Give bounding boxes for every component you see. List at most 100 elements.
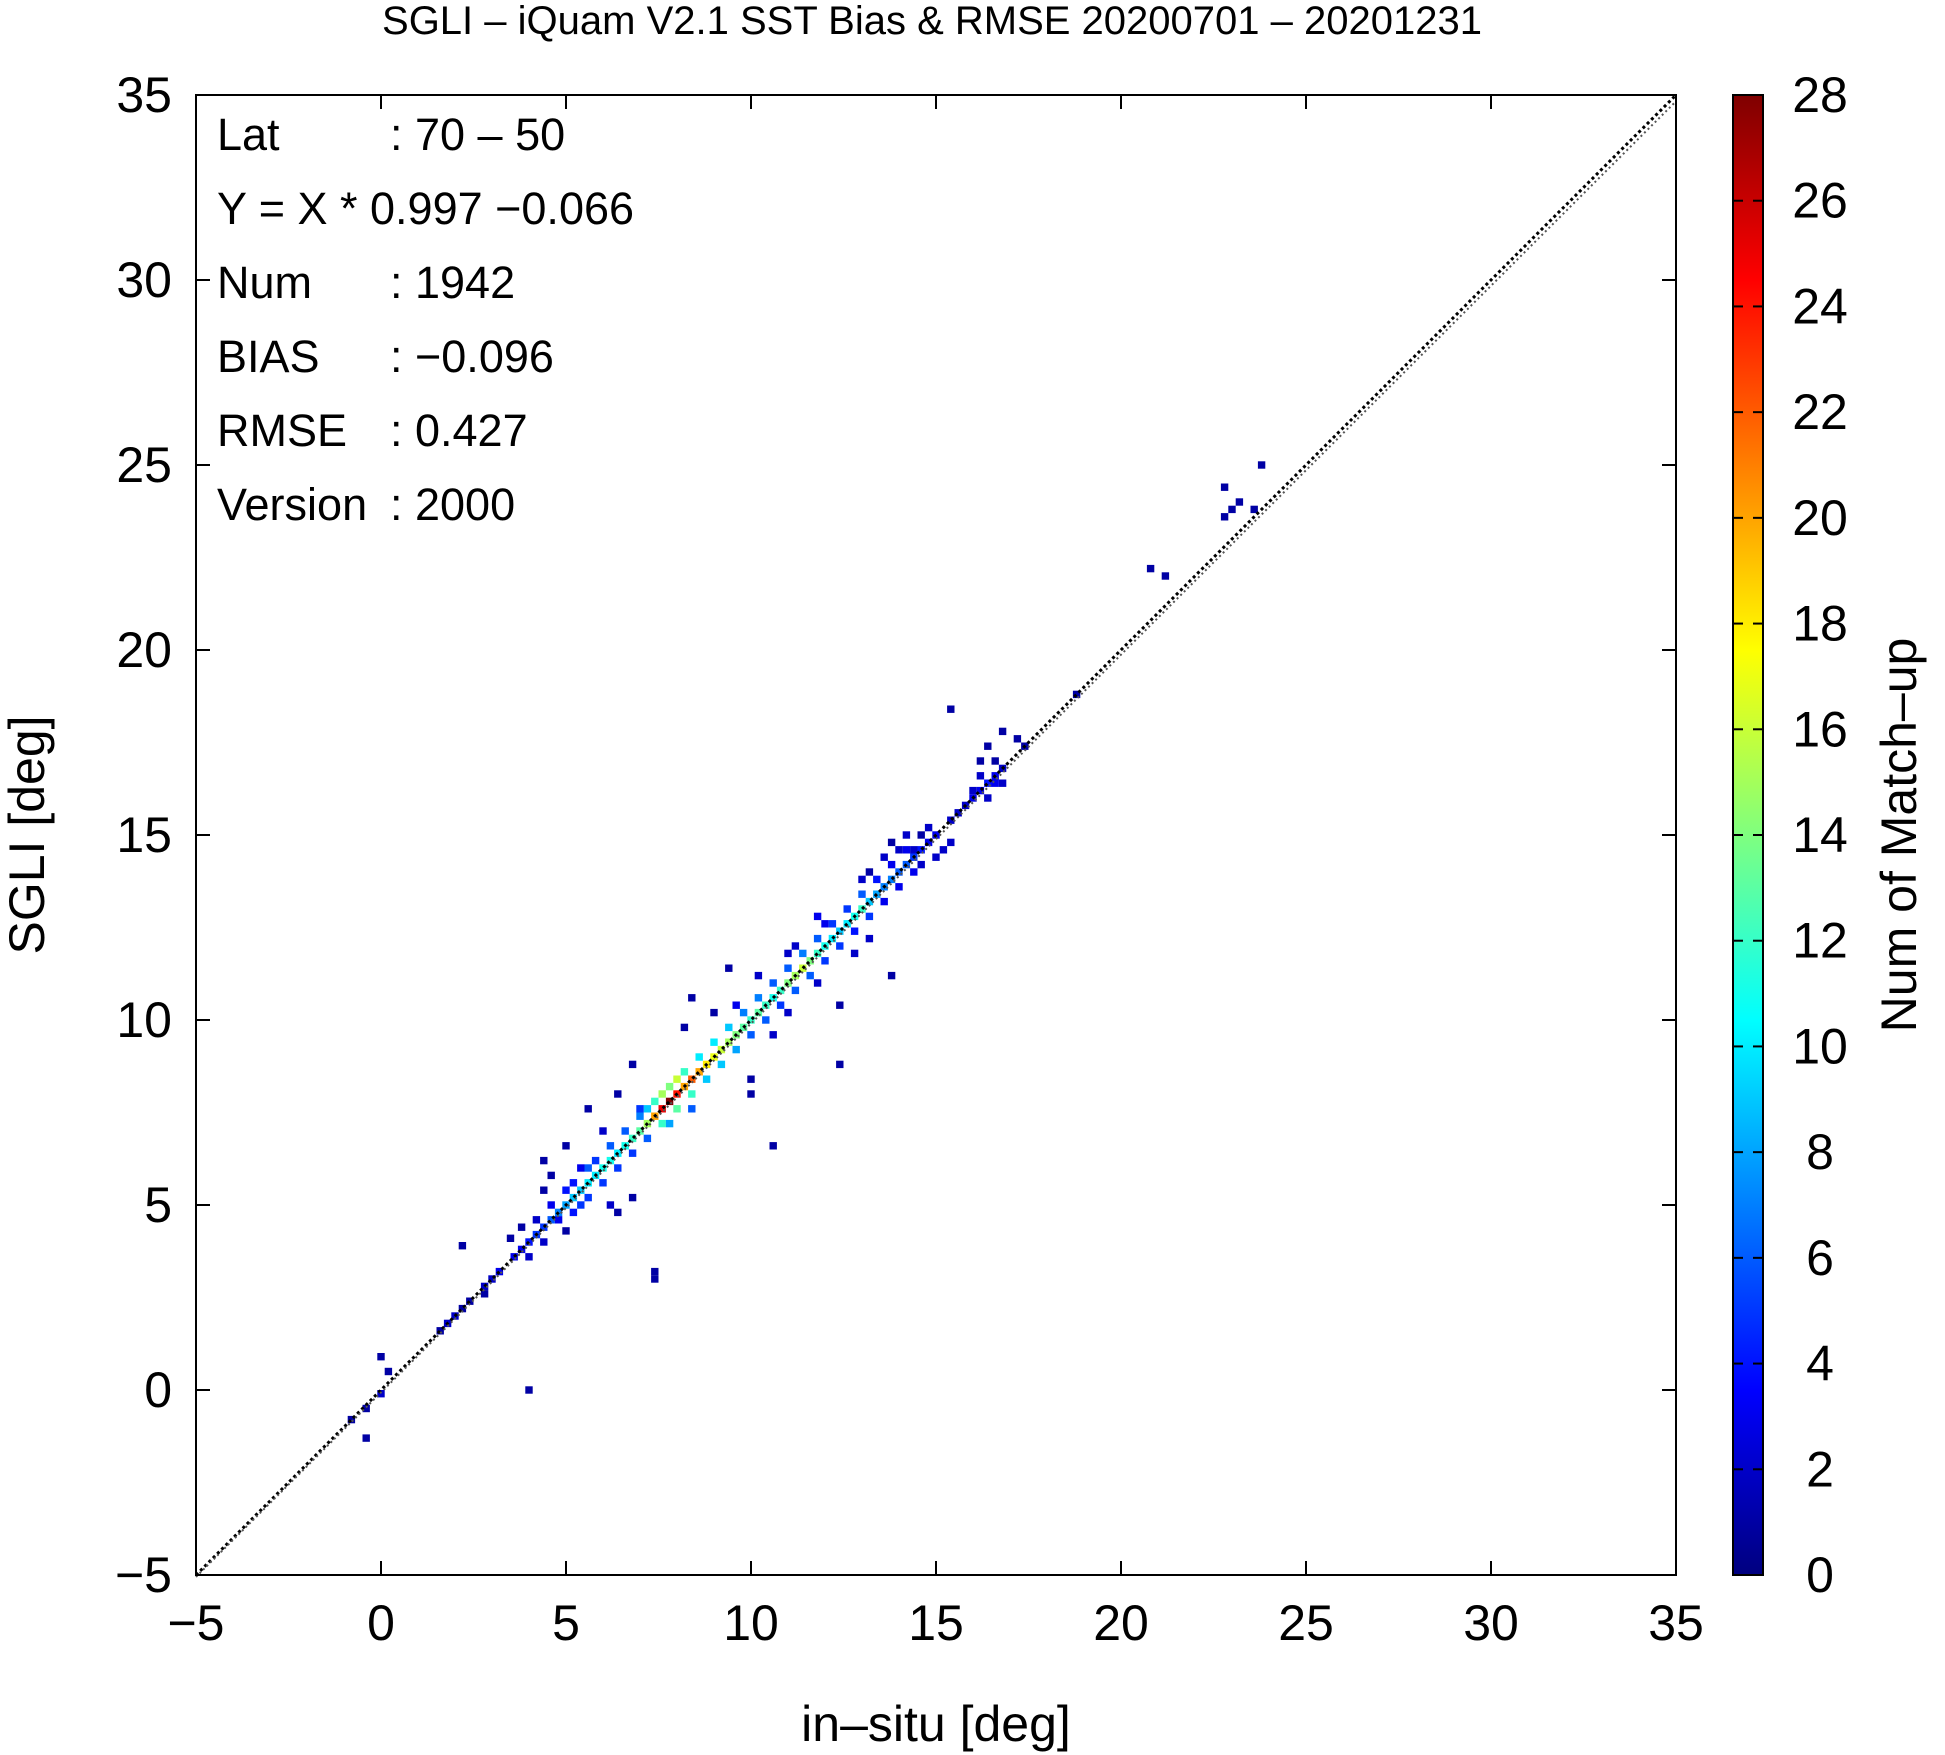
heatmap-cell — [362, 1404, 370, 1413]
heatmap-cell — [517, 1245, 526, 1254]
heatmap-cell — [769, 979, 777, 987]
heatmap-cell — [628, 1060, 637, 1069]
heatmap-cell — [569, 1179, 578, 1187]
heatmap-cell — [873, 875, 881, 884]
heatmap-cell — [488, 1275, 496, 1283]
heatmap-cell — [976, 786, 985, 795]
heatmap-cell — [658, 1090, 666, 1098]
heatmap-cell — [1013, 735, 1022, 743]
heatmap-cell — [784, 949, 792, 958]
heatmap-cell — [547, 1216, 555, 1224]
heatmap-cell — [636, 1127, 644, 1135]
x-tick-label: 0 — [367, 1595, 395, 1651]
colorbar-tick-label: 16 — [1792, 701, 1848, 757]
colorbar-tick-label: 2 — [1806, 1441, 1834, 1497]
heatmap-cell — [665, 1082, 674, 1091]
heatmap-cell — [806, 957, 814, 965]
heatmap-cell — [614, 1164, 622, 1172]
heatmap-cell — [562, 1186, 570, 1194]
stats-value: : 0.427 — [390, 405, 528, 456]
heatmap-cell — [991, 779, 999, 787]
heatmap-cell — [384, 1367, 393, 1376]
heatmap-cell — [628, 1193, 637, 1202]
heatmap-cell — [628, 1134, 637, 1143]
heatmap-cell — [1161, 572, 1170, 580]
heatmap-cell — [532, 1216, 541, 1224]
heatmap-cell — [880, 853, 888, 861]
heatmap-cell — [954, 809, 962, 817]
colorbar-tick-label: 12 — [1792, 913, 1848, 969]
heatmap-cell — [725, 1023, 733, 1032]
x-tick-label: 35 — [1648, 1595, 1704, 1651]
heatmap-cell — [525, 1386, 533, 1394]
heatmap-cell — [976, 757, 985, 765]
x-tick-label: 25 — [1278, 1595, 1334, 1651]
heatmap-cell — [998, 779, 1007, 787]
heatmap-cell — [895, 846, 903, 854]
heatmap-cell — [658, 1119, 666, 1128]
x-axis: −5 0 5 10 15 20 25 30 35 — [167, 95, 1704, 1651]
stats-value: : 1942 — [390, 257, 515, 308]
y-tick-label: 10 — [116, 992, 172, 1048]
heatmap-cell — [924, 838, 933, 847]
heatmap-cell — [991, 757, 999, 765]
heatmap-cell — [747, 1031, 755, 1039]
heatmap-cell — [621, 1127, 629, 1135]
heatmap-cell — [939, 846, 948, 854]
heatmap-cell — [947, 816, 955, 824]
heatmap-cell — [791, 986, 800, 995]
heatmap-cell — [910, 868, 918, 876]
y-tick-label: 25 — [116, 437, 172, 493]
heatmap-cell — [747, 1075, 755, 1083]
heatmap-cell — [895, 883, 903, 891]
heatmap-cell — [799, 949, 807, 958]
heatmap-cell — [673, 1075, 681, 1083]
heatmap-cell — [591, 1156, 600, 1165]
heatmap-cell — [732, 1045, 740, 1054]
x-tick-label: 15 — [908, 1595, 964, 1651]
heatmap-cell — [584, 1105, 592, 1113]
heatmap-cell — [584, 1164, 592, 1172]
heatmap-cell — [813, 979, 822, 987]
heatmap-cell — [947, 838, 955, 847]
heatmap-cell — [776, 1001, 785, 1009]
heatmap-cell — [606, 1142, 615, 1150]
heatmap-cell — [932, 853, 940, 861]
stats-value: : 2000 — [390, 479, 515, 530]
heatmap-cell — [362, 1434, 370, 1442]
heatmap-cell — [806, 971, 814, 980]
heatmap-cell — [702, 1075, 711, 1083]
heatmap-cell — [695, 1068, 703, 1076]
heatmap-cell — [924, 823, 933, 832]
heatmap-cell — [984, 779, 992, 787]
heatmap-cell — [769, 1031, 777, 1039]
colorbar-tick-label: 28 — [1792, 67, 1848, 123]
heatmap-cell — [902, 846, 911, 854]
stats-key: Y = X * 0.997 −0.066 — [217, 183, 634, 234]
heatmap-cell — [821, 920, 829, 928]
stats-key: Version — [217, 479, 367, 530]
x-tick-label: −5 — [167, 1595, 224, 1651]
heatmap-cell — [717, 1045, 726, 1054]
heatmap-cell — [680, 1023, 689, 1032]
heatmap-cell — [651, 1275, 659, 1283]
x-tick-label: 30 — [1463, 1595, 1519, 1651]
heatmap-cell — [784, 979, 792, 987]
y-tick-label: 15 — [116, 807, 172, 863]
heatmap-cell — [813, 949, 822, 958]
heatmap-cell — [739, 1008, 748, 1017]
heatmap-cell — [754, 1008, 763, 1017]
stats-key: Lat — [217, 109, 280, 160]
heatmap-cell — [1146, 564, 1155, 573]
y-tick-label: 35 — [116, 67, 172, 123]
heatmap-cell — [577, 1201, 585, 1209]
y-tick-label: −5 — [115, 1547, 172, 1603]
heatmap-cell — [969, 786, 977, 795]
heatmap-cell — [865, 897, 874, 906]
heatmap-cell — [887, 860, 896, 869]
heatmap-cell — [850, 949, 859, 958]
heatmap-cells — [347, 461, 1266, 1442]
heatmap-cell — [821, 957, 829, 965]
